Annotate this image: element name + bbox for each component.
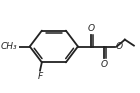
- Text: F: F: [37, 72, 43, 81]
- Text: O: O: [115, 42, 122, 50]
- Text: O: O: [88, 24, 95, 33]
- Text: O: O: [101, 60, 108, 69]
- Text: CH₃: CH₃: [1, 42, 17, 50]
